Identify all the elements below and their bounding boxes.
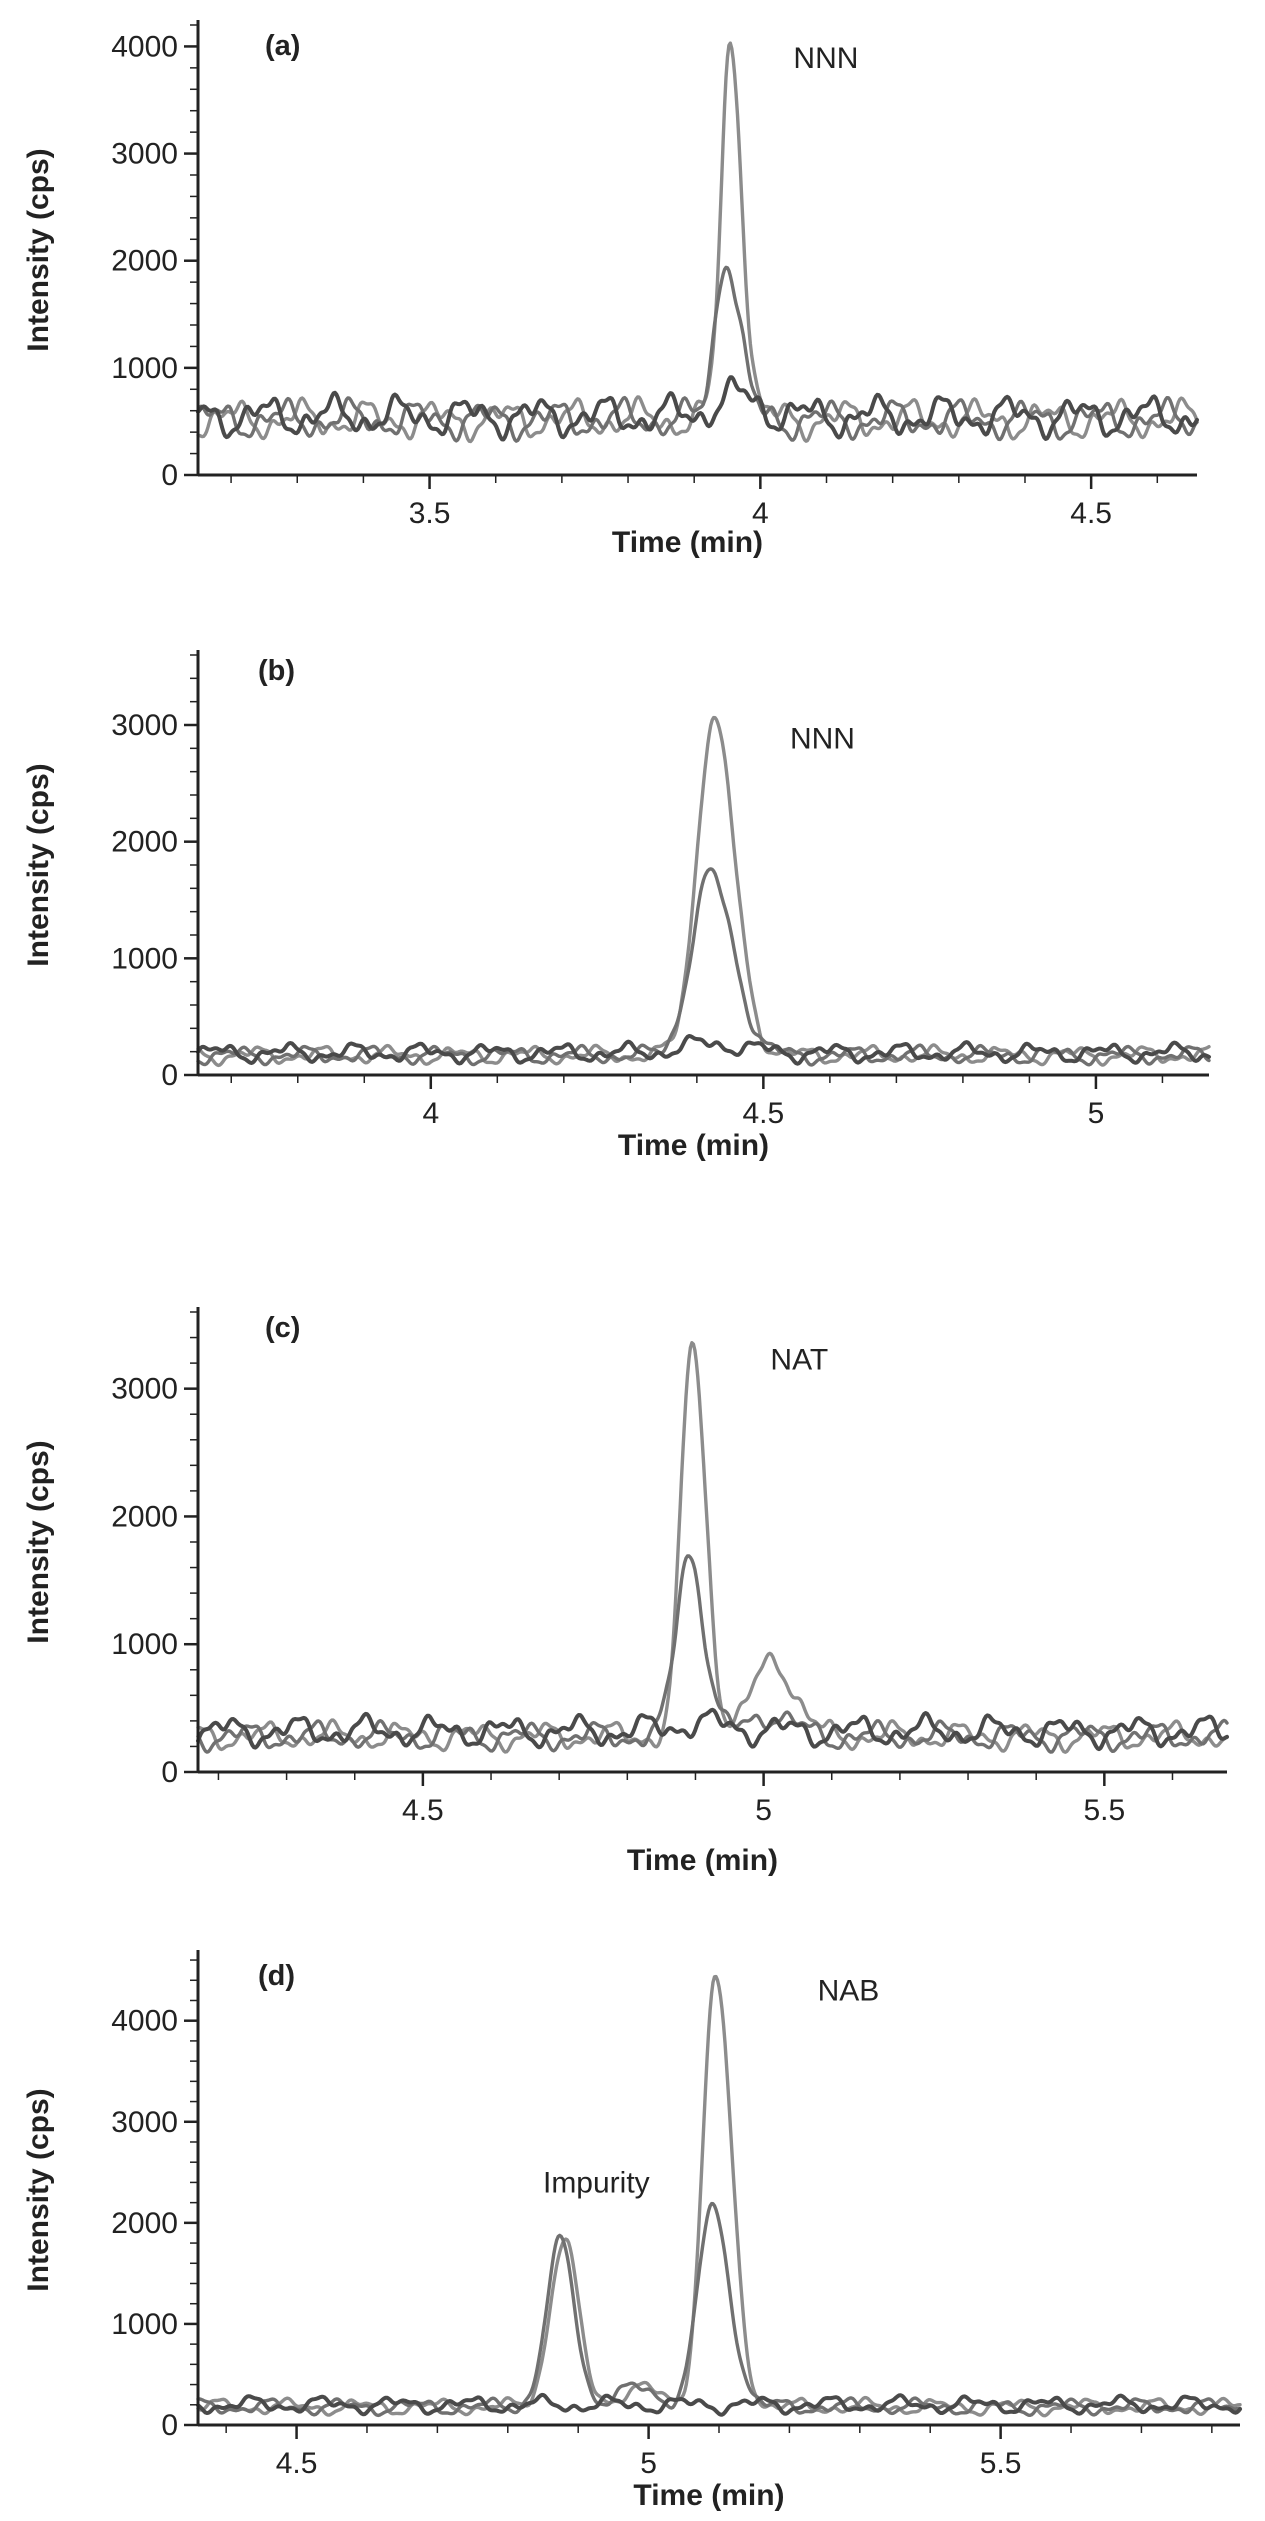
y-tick-label: 1000 xyxy=(111,2308,178,2341)
x-tick-label: 5 xyxy=(1088,1097,1105,1130)
peak-annotation: NAT xyxy=(770,1344,828,1377)
y-axis-title: Intensity (cps) xyxy=(22,763,55,966)
panel-label: (b) xyxy=(258,655,295,687)
series-line-1 xyxy=(196,715,1211,1068)
panel-b: 0 1000 2000 3000 4 4.5 5 Time (min) Intensity (c… xyxy=(22,650,1211,1162)
y-tick-label: 4000 xyxy=(111,2005,178,2038)
y-axis-title: Intensity (cps) xyxy=(22,2088,55,2291)
y-tick-label: 0 xyxy=(161,2409,178,2442)
x-axis-title: Time (min) xyxy=(627,1844,778,1877)
panel-d: 0 1000 2000 3000 4000 4.5 5 5.5 Time (min) Intens… xyxy=(22,1950,1242,2512)
y-tick-label: 1000 xyxy=(111,1628,178,1661)
x-tick-label: 5.5 xyxy=(1083,1794,1125,1827)
x-tick-label: 4.5 xyxy=(402,1794,444,1827)
series-line-2 xyxy=(196,1554,1229,1754)
series-line-1 xyxy=(196,1974,1242,2418)
y-tick-label: 2000 xyxy=(111,245,178,278)
y-tick-label: 0 xyxy=(161,1756,178,1789)
peak-annotation: NNN xyxy=(793,42,858,75)
peak-annotation: NNN xyxy=(790,722,855,755)
series-line-3 xyxy=(196,375,1199,442)
panel-c: 0 1000 2000 3000 4.5 5 5.5 Time (min) Intensity … xyxy=(22,1307,1229,1877)
y-tick-label: 3000 xyxy=(111,138,178,171)
y-tick-label: 0 xyxy=(161,1059,178,1092)
x-tick-label: 4.5 xyxy=(743,1097,785,1130)
y-tick-label: 2000 xyxy=(111,2207,178,2240)
x-tick-label: 4 xyxy=(422,1097,439,1130)
y-tick-label: 0 xyxy=(161,459,178,492)
y-tick-label: 2000 xyxy=(111,1500,178,1533)
y-tick-label: 3000 xyxy=(111,1373,178,1406)
peak-annotation: Impurity xyxy=(543,2167,650,2200)
x-tick-label: 4.5 xyxy=(1070,497,1112,530)
x-tick-label: 3.5 xyxy=(409,497,451,530)
panel-a: 0 1000 2000 3000 4000 3.5 4 4.5 Time (min) Intens… xyxy=(22,20,1199,559)
y-tick-label: 1000 xyxy=(111,942,178,975)
series-line-1 xyxy=(196,1341,1229,1754)
series-line-3 xyxy=(196,1707,1229,1752)
y-axis-title: Intensity (cps) xyxy=(22,1440,55,1643)
x-axis-title: Time (min) xyxy=(612,526,763,559)
x-tick-label: 5.5 xyxy=(980,2447,1022,2480)
series-line-2 xyxy=(196,2201,1242,2418)
y-tick-label: 1000 xyxy=(111,352,178,385)
x-tick-label: 5 xyxy=(755,1794,772,1827)
panel-label: (a) xyxy=(265,30,300,62)
y-tick-label: 3000 xyxy=(111,709,178,742)
y-tick-label: 4000 xyxy=(111,30,178,63)
panel-label: (d) xyxy=(258,1960,295,1992)
x-tick-label: 4 xyxy=(752,497,769,530)
x-axis-title: Time (min) xyxy=(633,2479,784,2512)
x-axis-title: Time (min) xyxy=(618,1129,769,1162)
y-tick-label: 3000 xyxy=(111,2106,178,2139)
y-tick-label: 2000 xyxy=(111,826,178,859)
peak-annotation: NAB xyxy=(818,1974,880,2007)
series-line-3 xyxy=(196,1034,1211,1066)
y-axis-title: Intensity (cps) xyxy=(22,148,55,351)
x-tick-label: 4.5 xyxy=(276,2447,318,2480)
x-tick-label: 5 xyxy=(640,2447,657,2480)
series-line-1 xyxy=(196,41,1199,444)
series-line-3 xyxy=(196,2392,1242,2417)
series-line-2 xyxy=(196,867,1211,1067)
panel-label: (c) xyxy=(265,1312,300,1344)
